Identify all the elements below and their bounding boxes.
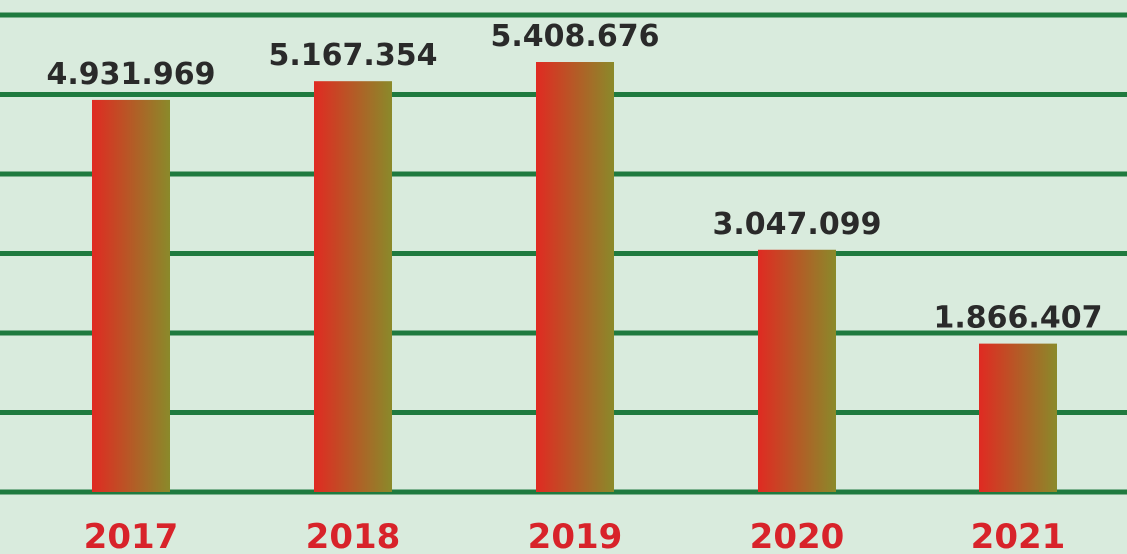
- category-label-2021: 2021: [971, 517, 1066, 554]
- category-label-2020: 2020: [750, 517, 845, 554]
- bars: [92, 62, 1057, 493]
- value-label-2021: 1.866.407: [934, 301, 1103, 336]
- bar-2019: [536, 62, 614, 493]
- category-label-2017: 2017: [84, 517, 179, 554]
- bar-2020: [758, 249, 836, 492]
- value-label-2019: 5.408.676: [491, 19, 660, 54]
- bar-2018: [314, 81, 392, 492]
- value-label-2020: 3.047.099: [713, 207, 882, 242]
- value-label-2017: 4.931.969: [47, 57, 216, 92]
- bar-2021: [979, 343, 1057, 492]
- category-label-2018: 2018: [306, 517, 401, 554]
- value-label-2018: 5.167.354: [269, 38, 438, 73]
- bar-2017: [92, 99, 170, 493]
- category-label-2019: 2019: [528, 517, 623, 554]
- category-labels: 2017 2018 2019 2020 2021: [84, 517, 1066, 554]
- value-labels: 4.931.969 5.167.354 5.408.676 3.047.099 1.86…: [47, 19, 1103, 336]
